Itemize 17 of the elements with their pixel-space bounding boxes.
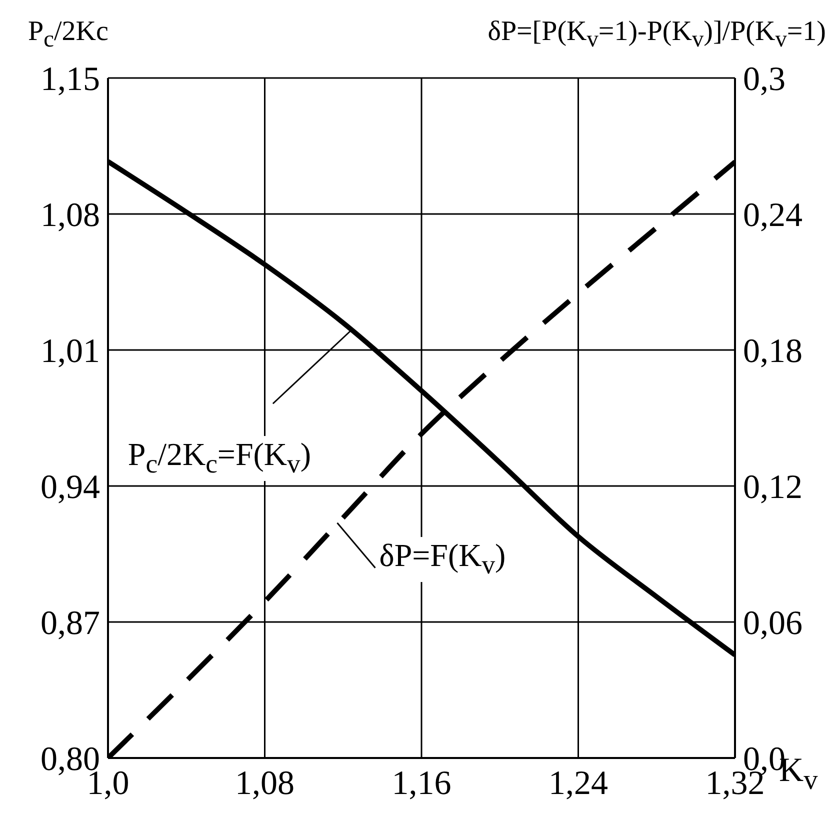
y2-tick-label: 0,24 (743, 197, 802, 234)
y-tick-label: 1,15 (40, 61, 100, 98)
y-tick-label: 1,08 (40, 197, 100, 234)
annotation: P$_{c}$/2K$_{c}$=F(K$_{v}$) (128, 436, 311, 482)
y-axis-title: P$_{c}$/2Kc (28, 16, 108, 54)
y2-axis-title: δP=[P(K$_{v}$=1)-P(K$_{v}$)]/P(K$_{v}$=1) (488, 16, 826, 54)
y-tick-label: 0,87 (40, 605, 100, 642)
annotation: δP=F(K$_{v}$) (379, 536, 506, 582)
y-tick-label: 0,94 (40, 469, 100, 506)
y2-tick-label: 0,06 (743, 605, 802, 642)
y2-tick-label: 0,18 (743, 333, 802, 370)
x-tick-label: 1,16 (392, 765, 452, 802)
x-tick-label: 1,24 (548, 765, 608, 802)
y2-tick-label: 0,12 (743, 469, 802, 506)
y-tick-label: 1,01 (40, 333, 100, 370)
x-tick-label: 1,08 (235, 765, 294, 802)
y2-tick-label: 0,3 (743, 61, 786, 98)
